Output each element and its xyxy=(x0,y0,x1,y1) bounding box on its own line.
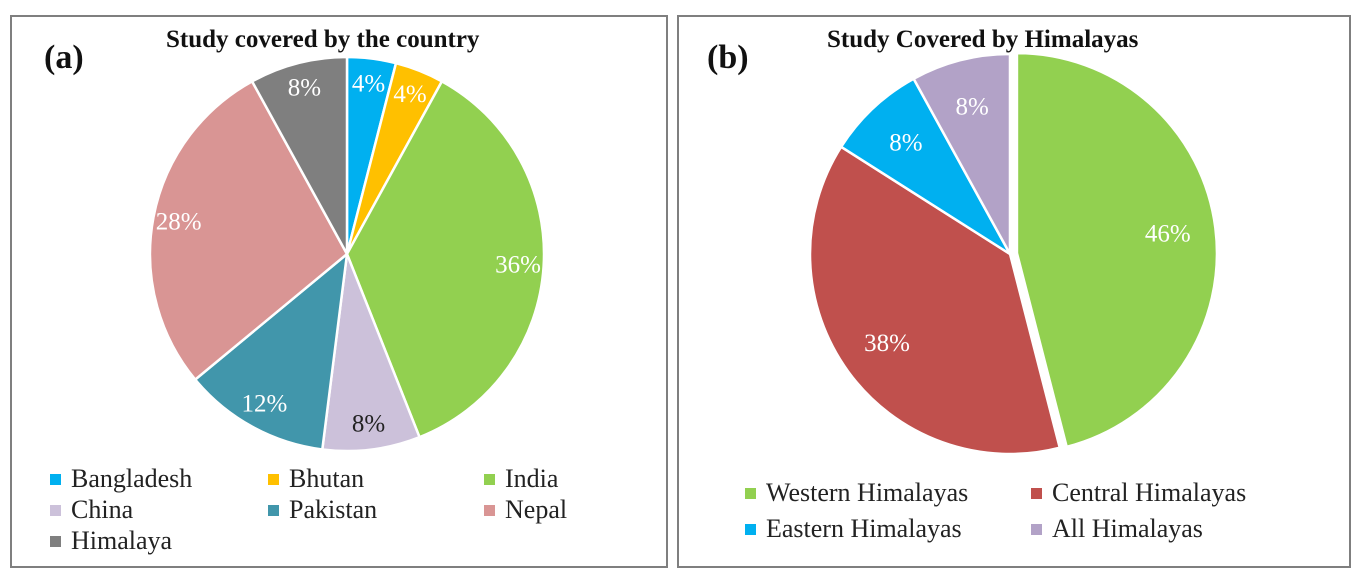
slice-label-pakistan: 12% xyxy=(242,391,288,418)
legend-item-eastern-himalayas: Eastern Himalayas xyxy=(745,514,962,544)
slice-label-all-himalayas: 8% xyxy=(956,93,989,120)
legend-item-pakistan: Pakistan xyxy=(268,495,377,525)
chart-title-himalayas: Study Covered by Himalayas xyxy=(827,26,1139,53)
pie-chart-himalayas: 46% 38% 8% 8% xyxy=(808,51,1219,456)
legend-item-nepal: Nepal xyxy=(484,495,567,525)
pie-slice-nepal xyxy=(148,79,349,382)
legend-swatch xyxy=(745,487,756,499)
slice-label-bangladesh: 4% xyxy=(352,70,385,97)
slice-label-eastern-himalayas: 8% xyxy=(889,130,922,157)
legend-item-india: India xyxy=(484,464,558,494)
pie-slice-pakistan xyxy=(193,251,349,451)
legend-item-western-himalayas: Western Himalayas xyxy=(745,478,968,508)
slice-label-western-himalayas: 46% xyxy=(1145,221,1191,248)
legend-label: China xyxy=(71,495,134,524)
legend-swatch xyxy=(50,473,61,485)
slice-label-india: 36% xyxy=(495,251,541,278)
pie-chart-country: 4% 4% 36% 8% 12% 28% 8% xyxy=(148,55,546,453)
slice-label-china: 8% xyxy=(352,411,385,438)
legend-swatch xyxy=(484,473,495,485)
slice-label-nepal: 28% xyxy=(156,208,202,235)
chart-title-country: Study covered by the country xyxy=(166,26,480,53)
legend-label: Nepal xyxy=(505,495,568,524)
pie-slice-central-himalayas xyxy=(808,145,1062,456)
pie-slice-india xyxy=(345,79,546,439)
legend-label: Western Himalayas xyxy=(766,478,969,507)
legend-label: Eastern Himalayas xyxy=(766,514,962,543)
legend-label: All Himalayas xyxy=(1052,514,1203,543)
legend-swatch xyxy=(484,504,495,516)
legend-swatch xyxy=(268,504,279,516)
pie-slice-western-himalayas xyxy=(1015,51,1219,449)
pie-slice-eastern-himalayas xyxy=(839,77,1012,256)
legend-label: Himalaya xyxy=(71,526,173,555)
slice-label-bhutan: 4% xyxy=(393,81,426,108)
legend-item-bangladesh: Bangladesh xyxy=(50,464,192,494)
legend-item-central-himalayas: Central Himalayas xyxy=(1031,478,1246,508)
chart-panel-country: (a) Study covered by the country 4% 4% 36%… xyxy=(10,15,668,568)
legend-swatch xyxy=(745,523,756,535)
legend-item-china: China xyxy=(50,495,133,525)
legend-item-bhutan: Bhutan xyxy=(268,464,364,494)
chart-panel-himalayas: (b) Study Covered by Himalayas 46% 38% 8% 8… xyxy=(677,15,1351,568)
slice-label-central-himalayas: 38% xyxy=(864,330,910,357)
legend-swatch xyxy=(50,504,61,516)
legend-label: Pakistan xyxy=(289,495,378,524)
legend-label: India xyxy=(505,464,559,493)
panel-label-b: (b) xyxy=(707,39,749,76)
legend-item-himalaya: Himalaya xyxy=(50,526,172,556)
panel-label-a: (a) xyxy=(44,39,84,76)
legend-label: Central Himalayas xyxy=(1052,478,1247,507)
pie-slice-china xyxy=(320,253,422,453)
legend-item-all-himalayas: All Himalayas xyxy=(1031,514,1203,544)
pie-slice-himalaya xyxy=(250,55,349,255)
slice-label-himalaya: 8% xyxy=(288,74,321,101)
legend-swatch xyxy=(268,473,279,485)
legend-label: Bangladesh xyxy=(71,464,193,493)
pie-slice-all-himalayas xyxy=(911,52,1012,255)
legend-swatch xyxy=(50,535,61,547)
legend-swatch xyxy=(1031,523,1042,535)
legend-swatch xyxy=(1031,487,1042,499)
legend-label: Bhutan xyxy=(289,464,365,493)
